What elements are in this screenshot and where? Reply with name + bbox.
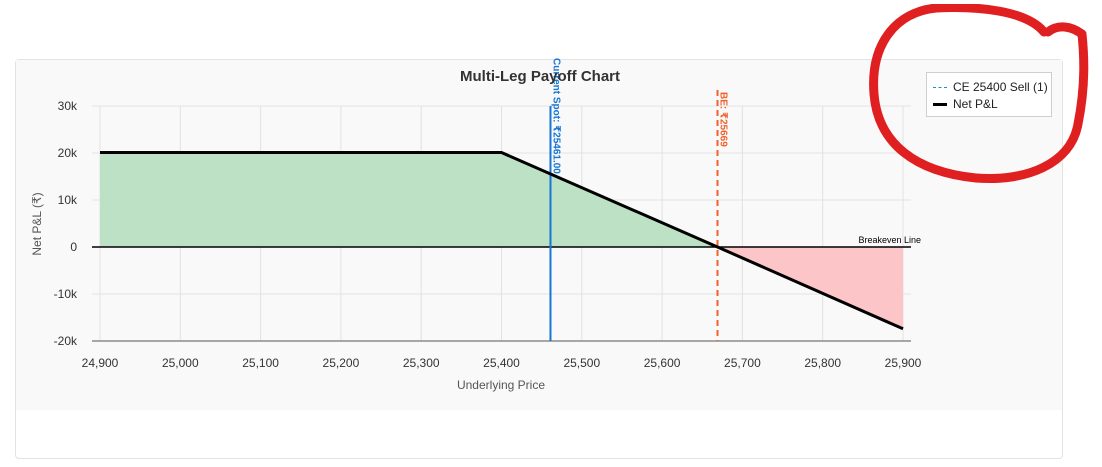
y-tick-label: 30k [58, 99, 78, 113]
x-tick-label: 24,900 [82, 356, 119, 370]
current-spot-label: Current Spot: ₹25461.00 [550, 58, 561, 174]
be-label: BE: ₹25669 [718, 92, 729, 147]
x-tick-label: 25,300 [403, 356, 440, 370]
x-tick-label: 25,600 [644, 356, 681, 370]
profit-area [100, 152, 718, 247]
legend-item-ce-sell[interactable]: CE 25400 Sell (1) [933, 79, 1048, 95]
y-tick-label: 20k [58, 146, 78, 160]
legend-item-net-pl[interactable]: Net P&L [933, 96, 998, 112]
x-axis-label: Underlying Price [457, 378, 545, 392]
x-tick-label: 25,700 [724, 356, 761, 370]
legend-swatch-solid [933, 102, 947, 106]
x-tick-label: 25,500 [563, 356, 600, 370]
net-pl-line[interactable] [100, 151, 904, 331]
breakeven-line-label: Breakeven Line [858, 235, 921, 245]
legend-swatch-dashed [933, 86, 947, 88]
legend-label-ce-sell: CE 25400 Sell (1) [953, 80, 1048, 94]
chart-legend[interactable]: CE 25400 Sell (1) Net P&L [926, 72, 1052, 117]
x-tick-label: 25,900 [885, 356, 922, 370]
x-tick-label: 25,400 [483, 356, 520, 370]
x-tick-label: 25,100 [242, 356, 279, 370]
legend-label-net-pl: Net P&L [953, 97, 998, 111]
x-tick-label: 25,000 [162, 356, 199, 370]
y-tick-label: 0 [70, 240, 77, 254]
chart-title: Multi-Leg Payoff Chart [460, 68, 620, 85]
x-tick-label: 25,200 [323, 356, 360, 370]
x-tick-label: 25,800 [804, 356, 841, 370]
y-tick-label: -20k [54, 334, 78, 348]
y-tick-label: 10k [58, 193, 78, 207]
y-axis-label: Net P&L (₹) [30, 192, 44, 255]
y-tick-label: -10k [54, 287, 78, 301]
